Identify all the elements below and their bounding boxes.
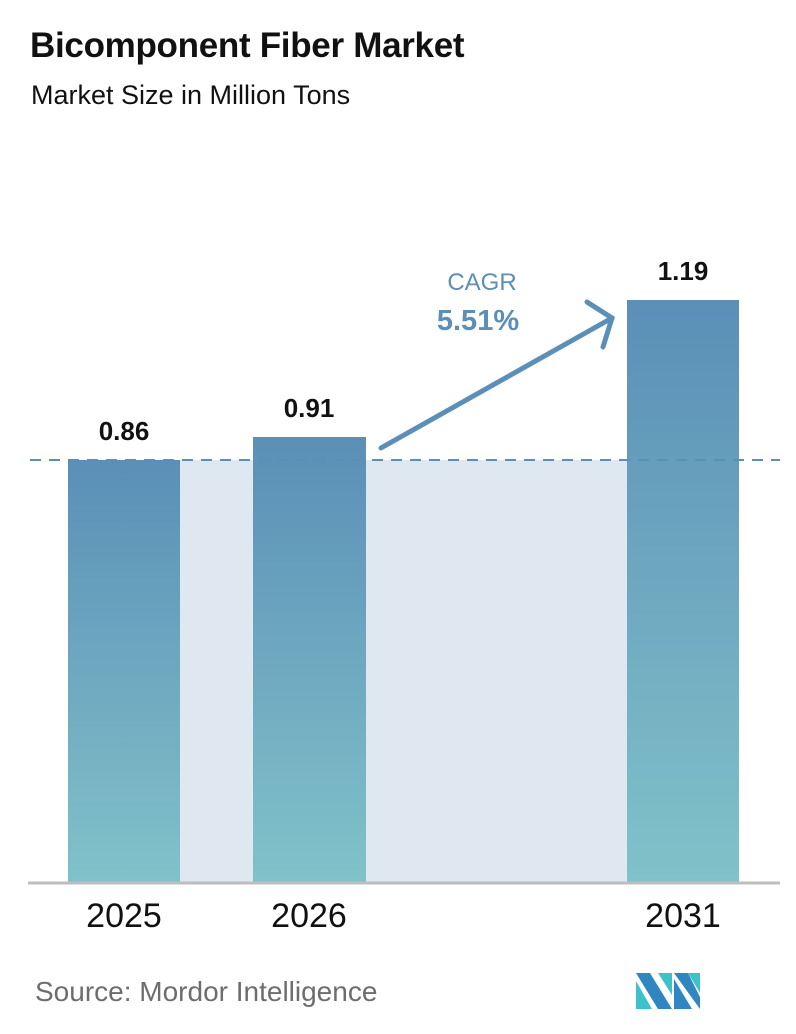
bar-2026 <box>253 437 366 882</box>
bar-2025 <box>68 460 180 882</box>
x-tick-2031: 2031 <box>645 897 721 935</box>
x-tick-2026: 2026 <box>271 897 347 935</box>
chart-subtitle: Market Size in Million Tons <box>31 80 351 110</box>
bar-2031 <box>627 300 739 882</box>
x-tick-2025: 2025 <box>86 897 162 935</box>
source-text: Source: Mordor Intelligence <box>35 976 378 1007</box>
value-label-2031: 1.19 <box>658 256 709 286</box>
cagr-value: 5.51% <box>437 305 519 337</box>
value-label-2025: 0.86 <box>99 416 150 446</box>
cagr-label: CAGR <box>447 269 516 296</box>
bar-chart: 0.86 0.91 1.19 2025 2026 2031 CAGR 5.51% <box>28 256 780 935</box>
value-label-2026: 0.91 <box>284 393 335 423</box>
cagr-arrow-icon <box>378 299 615 451</box>
mordor-intelligence-logo-icon <box>636 973 700 1009</box>
chart-title: Bicomponent Fiber Market <box>30 26 465 65</box>
